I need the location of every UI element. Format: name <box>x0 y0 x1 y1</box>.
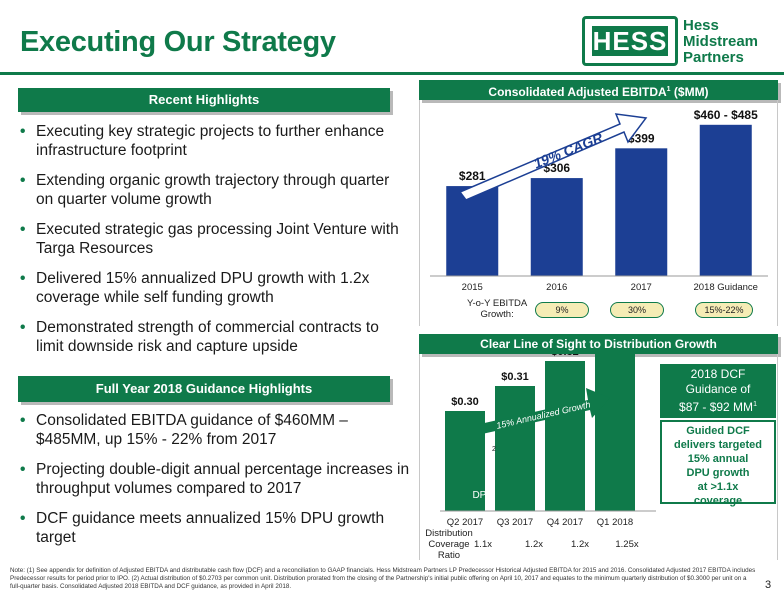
footnote-marker: 2 <box>492 446 496 453</box>
list-item: DCF guidance meets annualized 15% DPU gr… <box>20 509 410 547</box>
bar <box>530 178 583 276</box>
footnote-marker: 1 <box>666 86 671 93</box>
dcf-range: $87 - $92 MM <box>679 400 754 414</box>
logo-line-2: Midstream <box>683 33 759 50</box>
panel-border-left <box>419 354 420 560</box>
coverage-value: 1.2x <box>571 539 589 550</box>
value-label: $460 - $485 <box>694 108 758 122</box>
tick-label: 2017 <box>631 282 652 293</box>
list-item: Executing key strategic projects to furt… <box>20 122 400 160</box>
ebitda-panel-header: Consolidated Adjusted EBITDA1 ($MM) <box>419 80 778 100</box>
logo-line-3: Partners <box>683 49 744 66</box>
footnote: Note: (1) See appendix for definition of… <box>10 567 756 590</box>
bar <box>699 124 752 276</box>
hess-logo: HESS <box>582 16 678 66</box>
list-item: Delivered 15% annualized DPU growth with… <box>20 269 400 307</box>
coverage-row-label: Distribution Coverage Ratio <box>423 528 475 561</box>
footnote-marker: 1 <box>753 401 757 408</box>
bar <box>595 354 635 511</box>
coverage-value: 1.1x <box>474 539 492 550</box>
dcf-line-3: $87 - $92 MM1 <box>660 397 776 415</box>
value-label: $281 <box>459 169 486 183</box>
coverage-value: 1.25x <box>615 539 639 550</box>
list-item: Projecting double-digit annual percentag… <box>20 460 410 498</box>
ebitda-header-text: Consolidated Adjusted EBITDA <box>488 85 667 99</box>
guided-line-5: at >1.1x <box>697 481 739 493</box>
tick-label: 2016 <box>546 282 567 293</box>
page-title: Executing Our Strategy <box>20 26 336 58</box>
bar <box>495 386 535 511</box>
tick-label: Q1 2018 <box>597 517 633 528</box>
yoy-badge: 30% <box>610 302 664 318</box>
bar <box>445 411 485 511</box>
tick-label: 2015 <box>462 282 483 293</box>
tick-label: 2018 Guidance <box>694 282 758 293</box>
logo-line-1: Hess <box>683 17 719 34</box>
guided-line-1: Guided DCF <box>686 425 750 437</box>
recent-highlights-header: Recent Highlights <box>18 88 390 112</box>
coverage-label-line-1: Distribution <box>425 528 473 539</box>
guided-line-6: coverage <box>693 495 743 507</box>
header-rule <box>0 72 784 75</box>
list-item: Consolidated EBITDA guidance of $460MM –… <box>20 411 410 449</box>
dpu-label: DPU <box>472 490 493 501</box>
ebitda-header-unit: ($MM) <box>670 85 709 99</box>
tick-label: Q3 2017 <box>497 517 533 528</box>
panel-border-left <box>419 100 420 326</box>
list-item: Executed strategic gas processing Joint … <box>20 220 400 258</box>
yoy-label-line-1: Y-o-Y EBITDA <box>467 298 528 309</box>
yoy-label-line-2: Growth: <box>480 309 514 320</box>
tick-label: Q4 2017 <box>547 517 583 528</box>
guided-line-2: delivers targeted <box>673 439 763 451</box>
list-item: Demonstrated strength of commercial cont… <box>20 318 400 356</box>
value-label: $0.32 <box>551 354 579 358</box>
guided-dcf-callout: Guided DCF delivers targeted 15% annual … <box>660 420 776 507</box>
guided-line-4: DPU growth <box>686 467 750 479</box>
bar <box>615 148 668 276</box>
value-label: $0.30 <box>451 396 479 408</box>
coverage-label-line-3: Ratio <box>437 550 461 561</box>
recent-highlights-list: Executing key strategic projects to furt… <box>20 122 400 367</box>
coverage-label-line-2: Coverage <box>428 539 470 550</box>
page-number: 3 <box>765 579 772 591</box>
logo-wordmark: Hess Midstream Partners <box>683 18 758 66</box>
tick-label: Q2 2017 <box>447 517 483 528</box>
yoy-badge: 9% <box>535 302 589 318</box>
panel-border-right <box>777 100 778 326</box>
cagr-arrow <box>458 113 648 201</box>
value-label: $399 <box>628 131 655 145</box>
panel-border-right <box>777 354 778 560</box>
guidance-highlights-header: Full Year 2018 Guidance Highlights <box>18 376 390 402</box>
guidance-highlights-list: Consolidated EBITDA guidance of $460MM –… <box>20 411 410 558</box>
value-label: $0.31 <box>501 371 529 383</box>
dcf-guidance-box: 2018 DCF Guidance of $87 - $92 MM1 <box>660 364 776 418</box>
dcf-line-2: Guidance of <box>685 382 751 396</box>
growth-arrow <box>480 388 610 434</box>
coverage-value: 1.2x <box>525 539 543 550</box>
hess-logo-mark: HESS <box>592 25 668 56</box>
guided-line-3: 15% annual <box>687 453 749 465</box>
yoy-badge: 15%-22% <box>695 302 753 318</box>
bar <box>545 361 585 511</box>
list-item: Extending organic growth trajectory thro… <box>20 171 400 209</box>
dcf-line-1: 2018 DCF <box>690 367 746 381</box>
distribution-panel-header: Clear Line of Sight to Distribution Grow… <box>419 334 778 354</box>
yoy-label: Y-o-Y EBITDA Growth: <box>467 298 527 320</box>
bar <box>446 186 499 276</box>
